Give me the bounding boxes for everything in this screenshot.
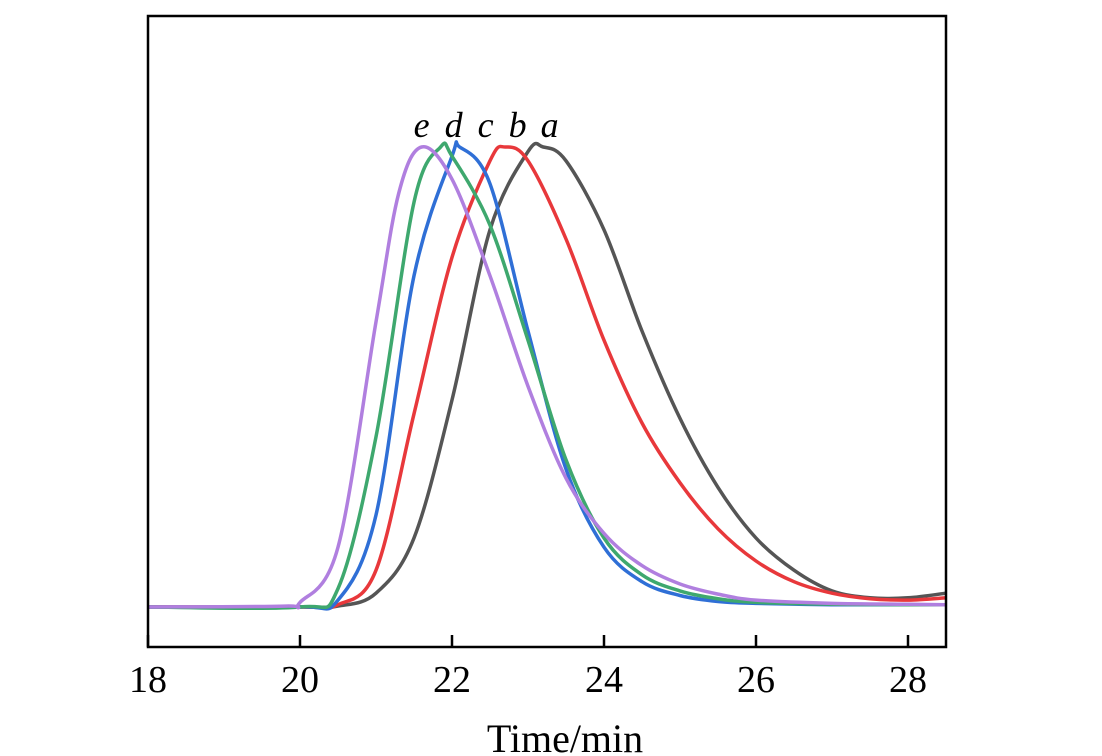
series-line-a	[147, 141, 947, 610]
x-axis-tick-labels: 18 20 22 24 26 28	[129, 659, 927, 701]
x-tick-label-26: 26	[737, 659, 775, 701]
x-axis-title: Time/min	[487, 716, 643, 756]
x-axis-ticks	[146, 635, 910, 647]
x-tick-label-18: 18	[129, 659, 167, 701]
curve-label-e: e	[414, 105, 430, 145]
curve-label-a: a	[541, 105, 559, 145]
series-curves	[147, 140, 947, 611]
x-tick-label-20: 20	[281, 659, 319, 701]
plot-frame	[146, 14, 948, 649]
series-line-b	[147, 144, 947, 610]
x-tick-label-28: 28	[889, 659, 927, 701]
curve-label-b: b	[509, 105, 527, 145]
x-tick-label-24: 24	[585, 659, 623, 701]
curve-label-d: d	[445, 105, 464, 145]
series-line-c	[147, 140, 946, 611]
series-line-d	[147, 141, 947, 611]
curve-label-c: c	[478, 105, 494, 145]
series-line-e	[147, 145, 947, 610]
x-tick-label-22: 22	[433, 659, 471, 701]
